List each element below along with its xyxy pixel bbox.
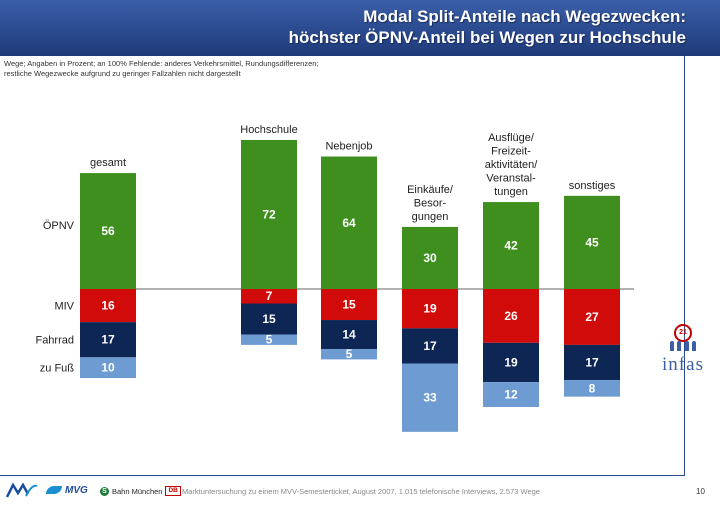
bar-einkaeufe-besor-gungen-miv	[402, 289, 458, 329]
data-label-sonstiges-fahrrad: 17	[585, 355, 599, 369]
page-title-line-2: höchster ÖPNV-Anteil bei Wegen zur Hochs…	[288, 28, 686, 47]
data-label-gesamt-fahrrad: 17	[101, 333, 115, 347]
page-number: 10	[696, 487, 705, 496]
infas-logo: 21 infas	[660, 324, 706, 384]
sbahn-icon: S	[100, 486, 109, 496]
data-label-hochschule-fuss: 5	[266, 333, 273, 347]
data-label-einkaeufe-besor-gungen-miv: 19	[423, 302, 437, 316]
bar-hochschule-miv	[241, 289, 297, 304]
bar-einkaeufe-besor-gungen-fuss	[402, 363, 458, 432]
bar-gesamt-oepnv	[80, 173, 136, 289]
bar-ausfluege-freizeit-aktivitaeten-veranstal-tungen-fuss	[483, 382, 539, 407]
chart-note-line-2: restliche Wegezwecke aufgrund zu geringe…	[4, 69, 241, 78]
data-label-ausfluege-freizeit-aktivitaeten-veranstal-tungen-oepnv: 42	[504, 239, 518, 253]
bar-nebenjob-miv	[321, 289, 377, 321]
category-label-gesamt: gesamt	[90, 157, 126, 169]
chart-note: Wege; Angaben in Prozent; an 100% Fehlen…	[4, 59, 604, 79]
bahn-logo-text: Bahn München	[112, 486, 163, 496]
data-label-nebenjob-oepnv: 64	[342, 216, 356, 230]
data-label-hochschule-miv: 7	[266, 289, 273, 303]
chart-note-line-1: Wege; Angaben in Prozent; an 100% Fehlen…	[4, 59, 319, 68]
bar-ausfluege-freizeit-aktivitaeten-veranstal-tungen-oepnv	[483, 202, 539, 289]
bar-einkaeufe-besor-gungen-oepnv	[402, 226, 458, 289]
bar-ausfluege-freizeit-aktivitaeten-veranstal-tungen-miv	[483, 289, 539, 343]
bar-sonstiges-fuss	[564, 380, 620, 397]
data-label-einkaeufe-besor-gungen-oepnv: 30	[423, 251, 437, 265]
bar-gesamt-fahrrad	[80, 322, 136, 358]
page-title: Modal Split-Anteile nach Wegezwecken: hö…	[289, 6, 686, 48]
bar-hochschule-oepnv	[241, 139, 297, 289]
infas-logo-text: infas	[662, 354, 704, 375]
bar-sonstiges-fahrrad	[564, 344, 620, 381]
bahn-muenchen-logo: S Bahn München DB	[100, 486, 181, 496]
db-logo: DB	[165, 486, 181, 496]
bar-einkaeufe-besor-gungen-fahrrad	[402, 328, 458, 364]
frame-bottom-border	[0, 475, 685, 476]
series-label-fahrrad: Fahrrad	[35, 335, 74, 347]
data-label-gesamt-oepnv: 56	[101, 224, 115, 238]
mvg-logo-text: MVG	[65, 485, 88, 496]
series-label-miv: MIV	[54, 301, 74, 313]
bar-nebenjob-fahrrad	[321, 320, 377, 350]
mvg-wave-icon	[46, 486, 62, 495]
data-label-nebenjob-fahrrad: 14	[342, 328, 356, 342]
data-label-einkaeufe-besor-gungen-fuss: 33	[423, 391, 437, 405]
bar-hochschule-fahrrad	[241, 303, 297, 335]
data-label-sonstiges-oepnv: 45	[585, 235, 599, 249]
bar-nebenjob-fuss	[321, 349, 377, 360]
infas-emblem-icon: 21	[674, 324, 692, 342]
infas-figures-icon	[670, 341, 696, 351]
data-label-gesamt-miv: 16	[101, 299, 115, 313]
data-label-sonstiges-miv: 27	[585, 310, 599, 324]
page-title-line-1: Modal Split-Anteile nach Wegezwecken:	[363, 7, 686, 26]
category-label-einkaeufe-besor-gungen: Einkäufe/Besor-gungen	[407, 184, 454, 223]
category-label-sonstiges: sonstiges	[569, 180, 616, 192]
data-label-hochschule-oepnv: 72	[262, 207, 276, 221]
bar-ausfluege-freizeit-aktivitaeten-veranstal-tungen-fahrrad	[483, 342, 539, 383]
data-label-sonstiges-fuss: 8	[589, 381, 596, 395]
bar-sonstiges-miv	[564, 289, 620, 345]
bar-sonstiges-oepnv	[564, 195, 620, 289]
series-label-oepnv: ÖPNV	[43, 220, 75, 232]
header-bar: Modal Split-Anteile nach Wegezwecken: hö…	[0, 0, 720, 56]
bar-hochschule-fuss	[241, 334, 297, 345]
series-label-fuss: zu Fuß	[40, 363, 75, 375]
bar-nebenjob-oepnv	[321, 156, 377, 289]
category-label-ausfluege-freizeit-aktivitaeten-veranstal-tungen: Ausflüge/Freizeit-aktivitäten/Veranstal-…	[485, 132, 539, 198]
mvg-logo: MVG	[46, 485, 88, 496]
data-label-nebenjob-miv: 15	[342, 298, 356, 312]
data-label-ausfluege-freizeit-aktivitaeten-veranstal-tungen-fuss: 12	[504, 388, 518, 402]
data-label-hochschule-fahrrad: 15	[262, 312, 276, 326]
category-label-hochschule: Hochschule	[240, 124, 297, 136]
data-label-einkaeufe-besor-gungen-fahrrad: 17	[423, 339, 437, 353]
bar-gesamt-miv	[80, 289, 136, 323]
bar-gesamt-fuss	[80, 357, 136, 379]
data-label-nebenjob-fuss: 5	[346, 347, 353, 361]
frame-right-border	[684, 56, 685, 476]
data-label-ausfluege-freizeit-aktivitaeten-veranstal-tungen-fahrrad: 19	[504, 355, 518, 369]
data-label-gesamt-fuss: 10	[101, 361, 115, 375]
mvv-logo	[5, 482, 38, 500]
source-note: Marktuntersuchung zu einem MVV-Semestert…	[182, 487, 540, 496]
data-label-ausfluege-freizeit-aktivitaeten-veranstal-tungen-miv: 26	[504, 309, 518, 323]
category-label-nebenjob: Nebenjob	[325, 141, 372, 153]
